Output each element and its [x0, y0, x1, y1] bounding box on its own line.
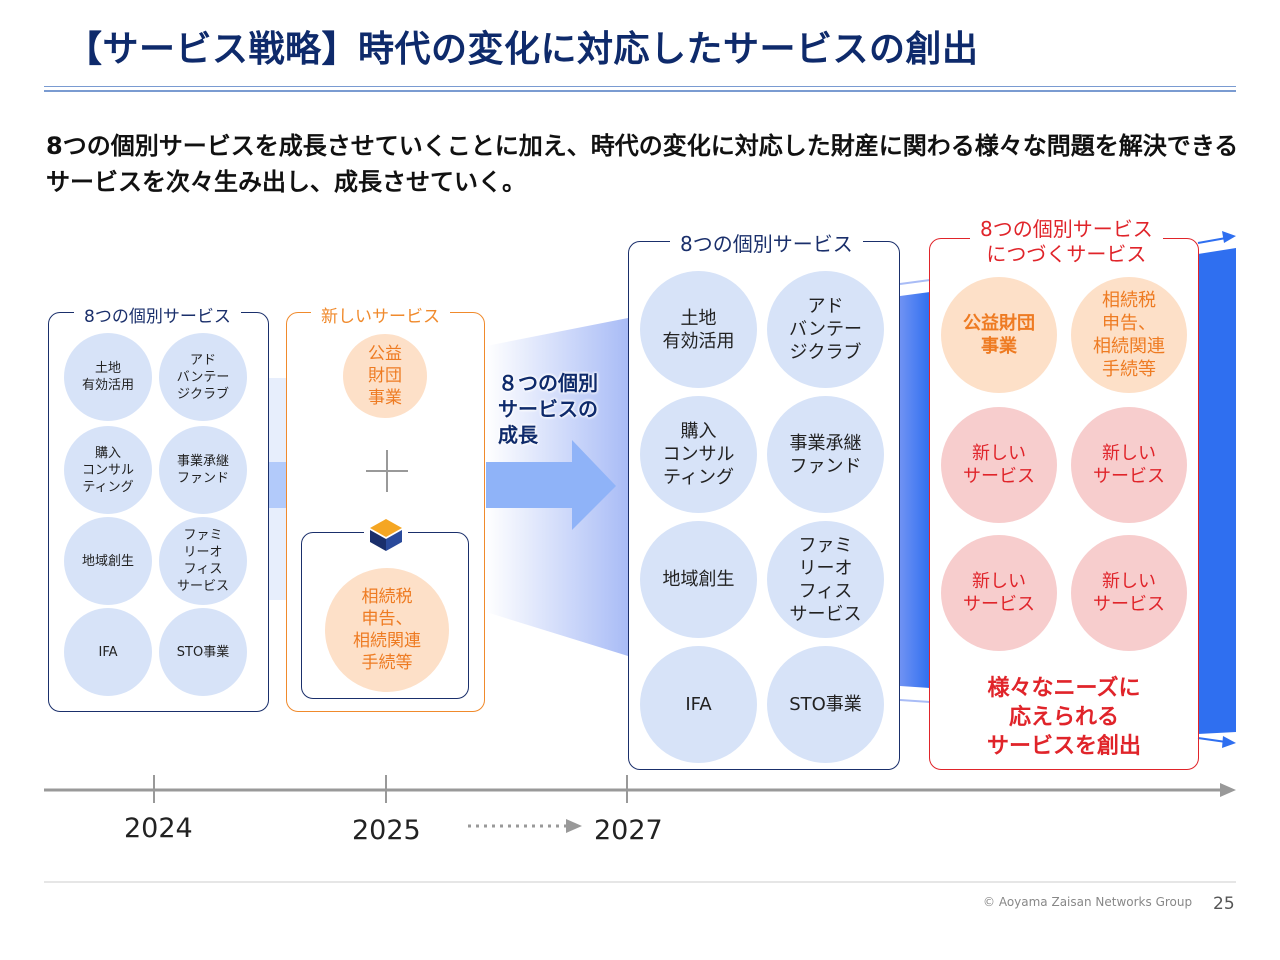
page-title: 【サービス戦略】時代の変化に対応したサービスの創出 [66, 29, 979, 70]
grid2024-service-3: 購入 コンサル ティング [64, 426, 152, 514]
year-2024: 2024 [124, 813, 193, 844]
future-band [1198, 248, 1236, 734]
grid2024-service-2: アド バンテー ジクラブ [159, 333, 247, 421]
box-2025-label: 新しいサービス [311, 302, 450, 327]
gridNext-service-5: 新しい サービス [941, 535, 1057, 651]
grid2024-service-6: ファミ リーオ フィス サービス [159, 517, 247, 605]
title-rule-bottom [44, 90, 1236, 92]
grid2024-service-4: 事業承継 ファンド [159, 426, 247, 514]
gridNext-service-2: 相続税 申告、 相続関連 手続等 [1071, 277, 1187, 393]
grid2027-service-3: 購入 コンサル ティング [640, 396, 757, 513]
service-kouekizaidan: 公益 財団 事業 [343, 334, 427, 418]
gridNext-service-3: 新しい サービス [941, 407, 1057, 523]
service-souzoku: 相続税 申告、 相続関連 手続等 [325, 568, 449, 692]
expansion-band [900, 292, 930, 688]
box-next-label: 8つの個別サービス につづくサービス [970, 217, 1163, 267]
grid2027-service-2: アド バンテー ジクラブ [767, 271, 884, 388]
year-2025: 2025 [352, 815, 421, 846]
title-rule-top [44, 86, 1236, 87]
lead-text: 8つの個別サービスを成長させていくことに加え、時代の変化に対応した財産に関わる様… [46, 132, 1239, 196]
growth-label: ８つの個別 サービスの 成長 [498, 371, 598, 447]
gridNext-service-6: 新しい サービス [1071, 535, 1187, 651]
grid2024-service-8: STO事業 [159, 608, 247, 696]
grid2027-service-6: ファミ リーオ フィス サービス [767, 521, 884, 638]
grid2027-service-4: 事業承継 ファンド [767, 396, 884, 513]
box-2024-label: 8つの個別サービス [74, 302, 241, 327]
growth-arrow [486, 440, 616, 530]
gridNext-service-1: 公益財団 事業 [941, 277, 1057, 393]
grid2024-service-7: IFA [64, 608, 152, 696]
next-caption: 様々なニーズに 応えられる サービスを創出 [986, 676, 1141, 759]
footer-copyright: © Aoyama Zaisan Networks Group [983, 895, 1193, 909]
grid2027-service-5: 地域創生 [640, 521, 757, 638]
plus-icon [366, 450, 408, 492]
grid2024-service-5: 地域創生 [64, 517, 152, 605]
box-2027-label: 8つの個別サービス [670, 228, 863, 257]
grid2027-service-7: IFA [640, 646, 757, 763]
gridNext-service-4: 新しい サービス [1071, 407, 1187, 523]
grid2027-service-1: 土地 有効活用 [640, 271, 757, 388]
company-logo-icon [364, 516, 408, 554]
year-2027: 2027 [594, 815, 663, 846]
page-number: 25 [1213, 894, 1235, 914]
grid2024-service-1: 土地 有効活用 [64, 333, 152, 421]
grid2027-service-8: STO事業 [767, 646, 884, 763]
